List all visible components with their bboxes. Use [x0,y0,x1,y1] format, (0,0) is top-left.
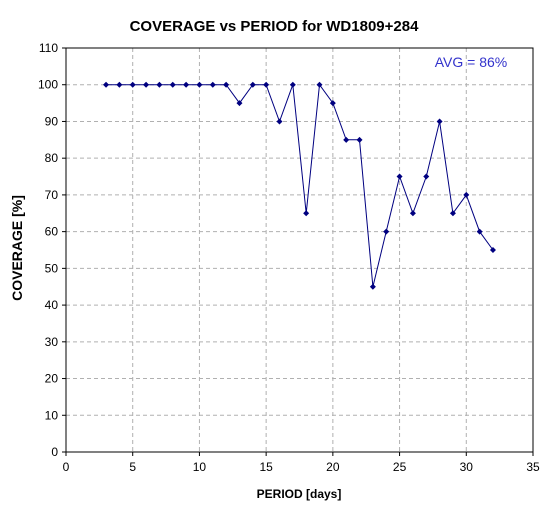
data-point [156,81,163,88]
y-tick-label: 50 [45,261,59,275]
data-point [169,81,176,88]
y-tick-label: 90 [45,114,59,128]
data-point [316,81,323,88]
series-layer [103,81,496,290]
y-tick-label: 110 [39,41,58,55]
avg-annotation: AVG = 86% [435,54,508,70]
data-point [129,81,136,88]
data-point [289,81,296,88]
y-tick-label: 80 [45,151,59,165]
x-tick-label: 30 [460,460,474,474]
data-point [263,81,270,88]
data-point [276,118,283,125]
x-tick-label: 15 [259,460,273,474]
data-point [476,228,483,235]
data-point [329,100,336,107]
y-tick-label: 100 [38,78,58,92]
y-tick-label: 20 [45,372,59,386]
y-tick-label: 40 [45,298,59,312]
data-point [383,228,390,235]
data-point [143,81,150,88]
plot-area-frame [65,47,534,453]
data-point [249,81,256,88]
data-point [423,173,430,180]
data-point [196,81,203,88]
data-point [116,81,123,88]
data-point [489,247,496,253]
y-tick-label: 60 [45,225,59,239]
x-tick-label: 20 [326,460,340,474]
y-tick-label: 70 [45,188,59,202]
data-point [236,100,243,107]
data-point [369,283,376,290]
x-tick-label: 10 [193,460,207,474]
x-tick-label: 5 [129,460,136,474]
x-axis-title: PERIOD [days] [257,487,342,501]
x-tick-label: 0 [63,460,70,474]
data-point [396,173,403,180]
tick-labels: 0 10 20 30 40 50 60 70 80 90 100 110 0 5 10 15 20 25 30 35 [38,41,540,474]
chart-title: COVERAGE vs PERIOD for WD1809+284 [130,18,420,35]
data-point [343,136,350,143]
y-tick-label: 0 [51,445,58,459]
data-point [449,210,456,217]
data-point [183,81,190,88]
y-tick-label: 10 [45,408,59,422]
y-axis-title: COVERAGE [%] [9,195,25,301]
data-point [223,81,230,88]
data-point [103,81,110,88]
series-line [106,83,494,287]
data-point [303,210,310,217]
data-point [409,210,416,217]
y-tick-label: 30 [45,335,59,349]
grid-layer [66,48,533,452]
data-point [463,191,470,198]
data-point [436,118,443,125]
data-point [356,136,363,143]
x-tick-label: 35 [526,460,540,474]
x-tick-label: 25 [393,460,407,474]
data-point [209,81,216,88]
